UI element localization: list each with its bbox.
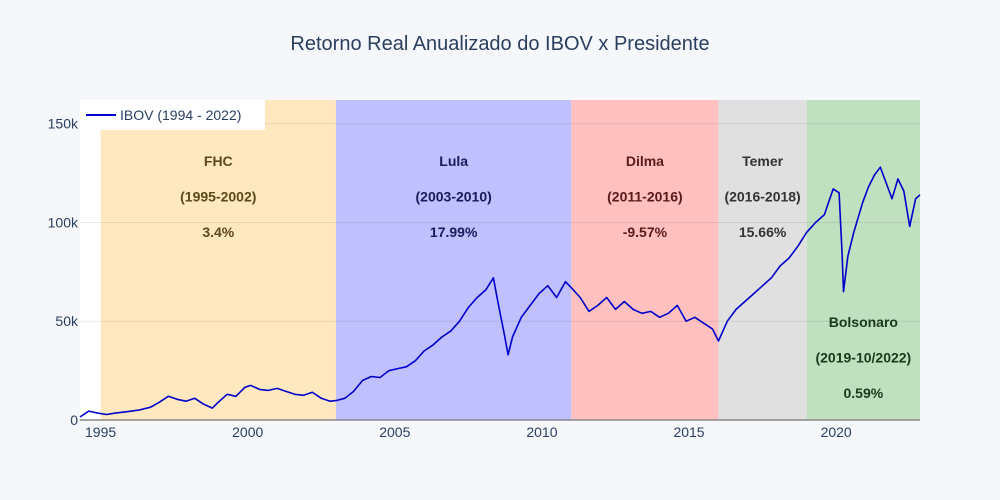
period-name: FHC (204, 153, 233, 169)
period-return: 15.66% (739, 224, 787, 240)
x-tick-label: 2010 (526, 424, 557, 440)
period-name: Bolsonaro (829, 314, 898, 330)
period-years: (2019-10/2022) (815, 350, 911, 366)
period-name: Dilma (626, 153, 664, 169)
period-band-3 (718, 100, 807, 420)
period-years: (2003-2010) (416, 189, 492, 205)
x-tick-label: 1995 (85, 424, 116, 440)
period-annotations: FHC (1995-2002) 3.4% Lula (2003-2010) 17.99% D… (180, 153, 911, 401)
chart-title: Retorno Real Anualizado do IBOV x Presid… (290, 33, 709, 55)
period-years: (2011-2016) (607, 189, 683, 205)
y-tick-label: 100k (48, 214, 79, 230)
y-tick-label: 50k (55, 313, 79, 329)
x-tick-label: 2000 (232, 424, 263, 440)
period-name: Temer (742, 153, 784, 169)
x-tick-label: 2020 (821, 424, 852, 440)
period-return: -9.57% (623, 224, 668, 240)
series-layer (79, 166, 921, 418)
period-bands (80, 100, 920, 420)
period-band-2 (571, 100, 719, 420)
period-return: 17.99% (430, 224, 478, 240)
x-tick-label: 2015 (673, 424, 704, 440)
x-tick-label: 2005 (379, 424, 410, 440)
period-years: (2016-2018) (724, 189, 800, 205)
period-years: (1995-2002) (180, 189, 256, 205)
series-line-0 (79, 166, 921, 418)
y-tick-label: 150k (48, 116, 79, 132)
period-band-4 (806, 100, 920, 420)
period-name: Lula (439, 153, 468, 169)
period-band-1 (335, 100, 572, 420)
period-band-0 (100, 100, 336, 420)
legend-label[interactable]: IBOV (1994 - 2022) (120, 107, 241, 123)
y-tick-label: 0 (70, 412, 78, 428)
axes: 0 50k 100k 150k 1995 2000 2005 2010 2015 2020 (48, 116, 920, 440)
period-return: 3.4% (202, 224, 234, 240)
period-return: 0.59% (844, 385, 884, 401)
legend: IBOV (1994 - 2022) (80, 100, 265, 130)
